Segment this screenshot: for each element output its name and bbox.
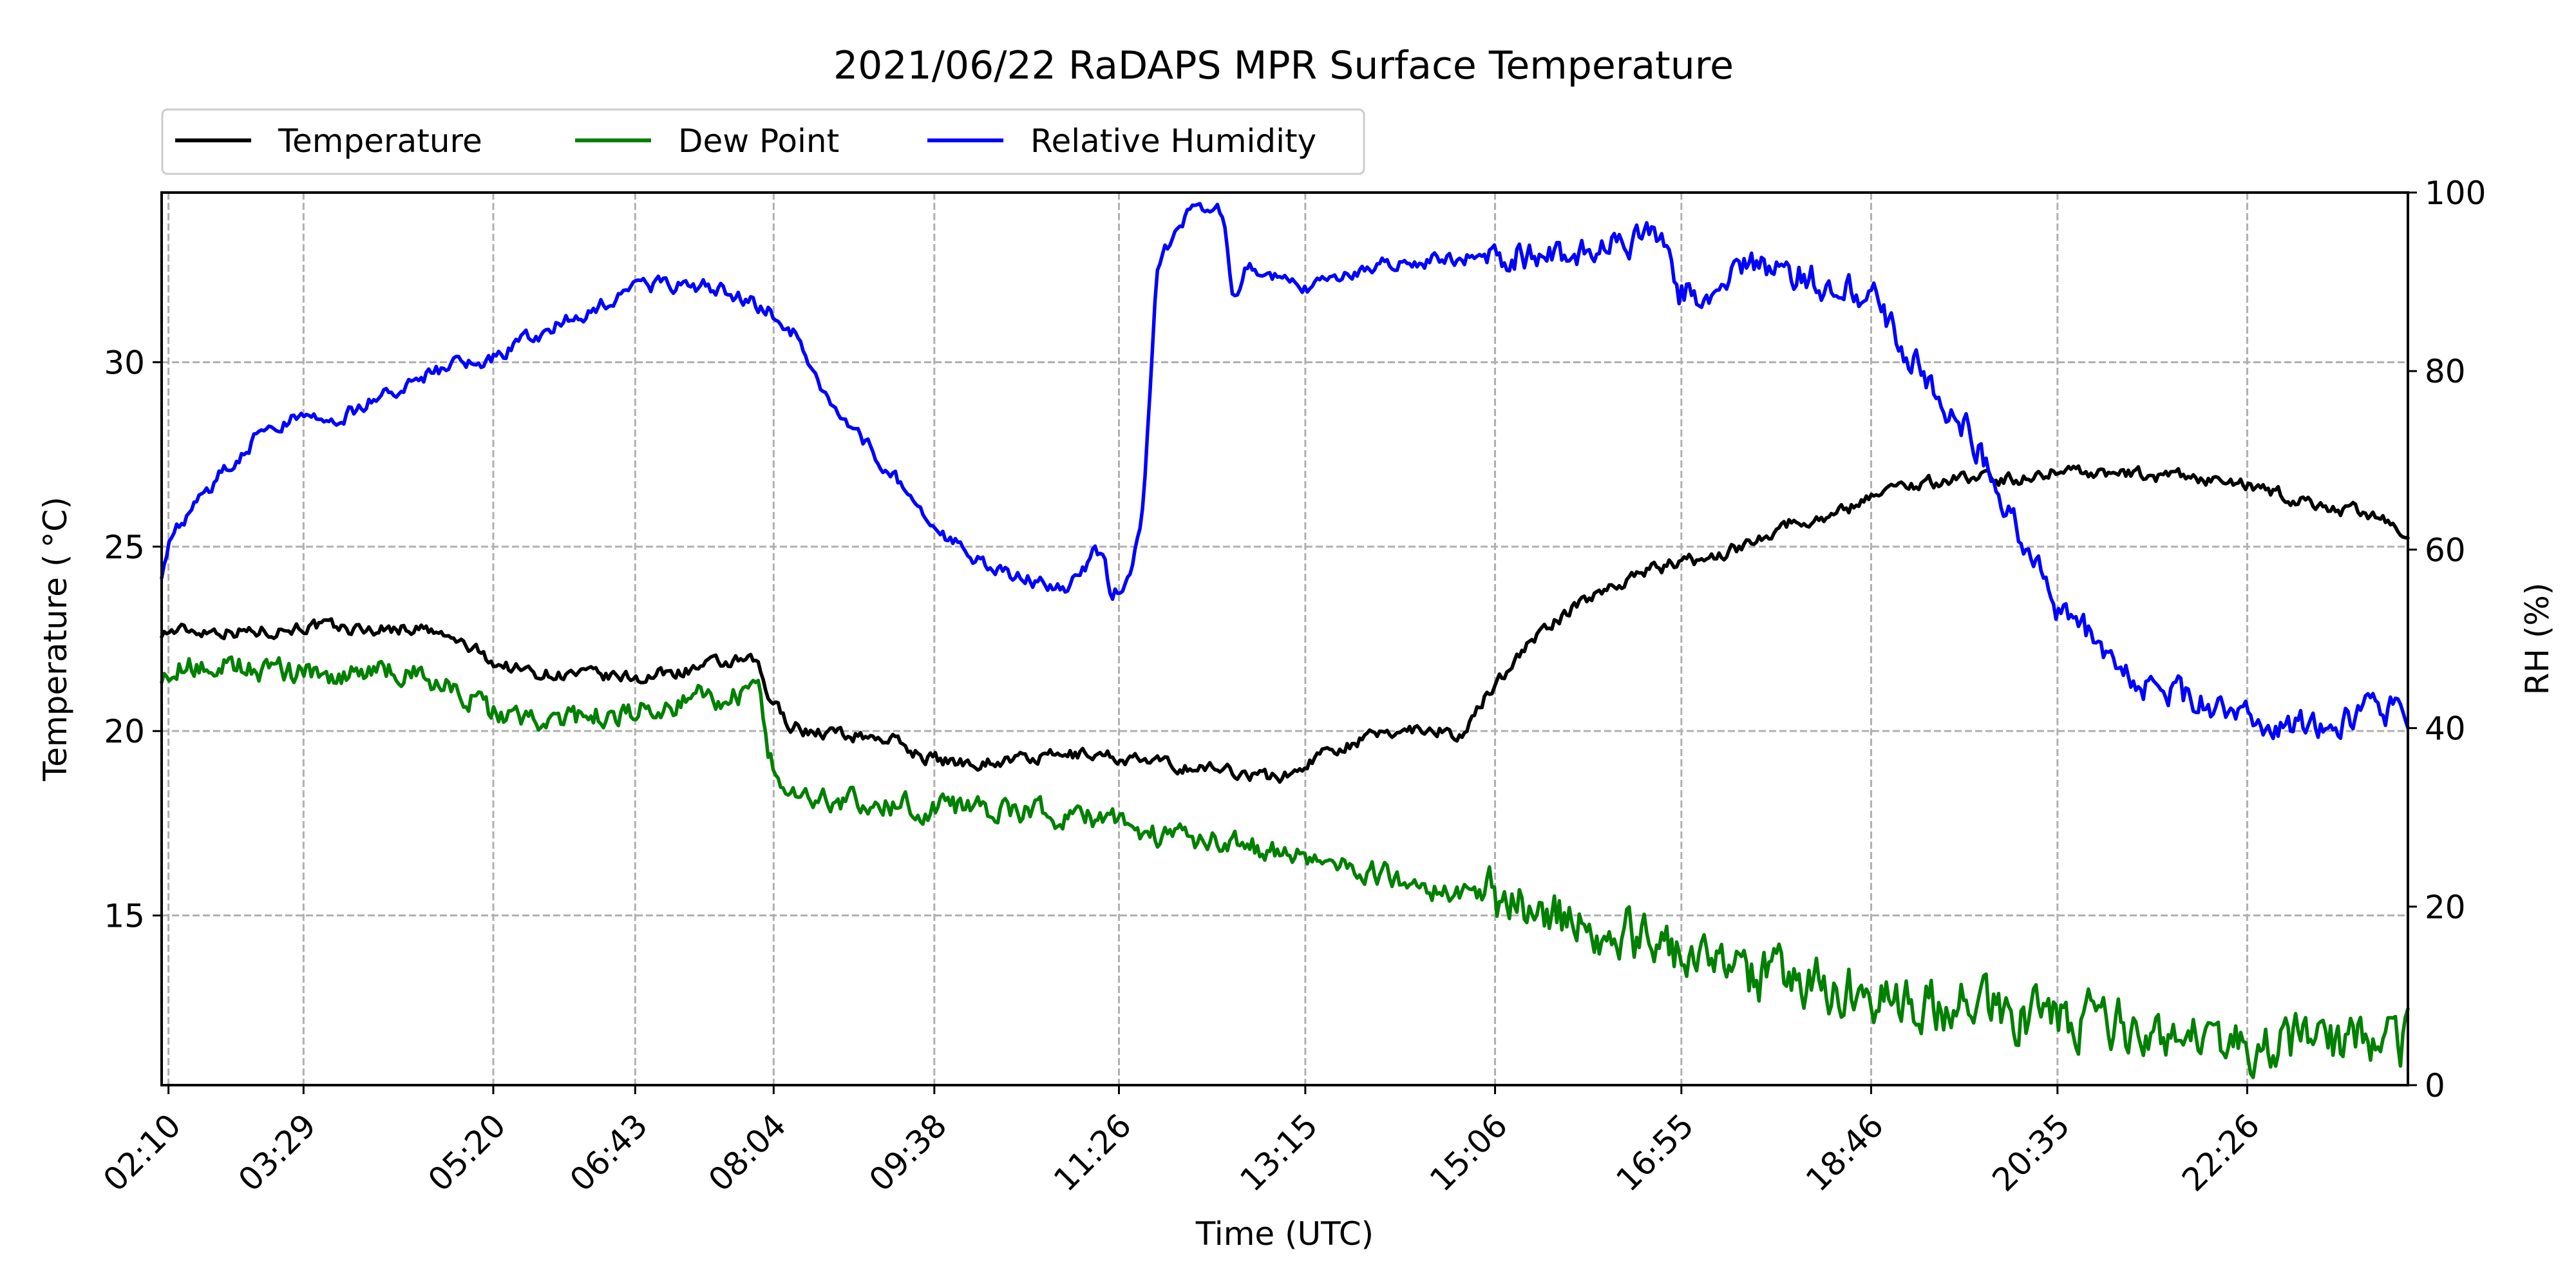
series-line-dew-point <box>160 655 2410 1079</box>
y-left-tick-label: 20 <box>104 713 145 750</box>
y-right-axis-label: RH (%) <box>2519 583 2556 696</box>
y-right-tick-label: 100 <box>2425 175 2486 212</box>
y-left-tick-label: 15 <box>104 898 145 935</box>
series-line-temperature <box>160 464 2410 784</box>
legend-label: Temperature <box>278 122 482 160</box>
y-right-tick-label: 40 <box>2425 710 2466 748</box>
y-left-tick-label: 30 <box>104 344 145 381</box>
x-axis-label: Time (UTC) <box>1195 1215 1374 1253</box>
y-left-tick-label: 25 <box>104 529 145 566</box>
y-right-tick-label: 0 <box>2425 1067 2445 1104</box>
y-left-axis-label: Temperature ( °C) <box>37 497 74 782</box>
legend: Temperature Dew Point Relative Humidity <box>161 108 1365 175</box>
y-right-tick-label: 80 <box>2425 353 2466 390</box>
series-line-relative-humidity <box>160 202 2410 741</box>
y-right-tick-label: 20 <box>2425 889 2466 926</box>
plot-frame <box>160 191 2409 1086</box>
legend-label: Relative Humidity <box>1030 122 1316 160</box>
y-right-tick-label: 60 <box>2425 531 2466 569</box>
legend-box <box>161 108 1365 175</box>
legend-label: Dew Point <box>678 122 839 160</box>
series-layer <box>160 202 2410 1079</box>
chart-title: 2021/06/22 RaDAPS MPR Surface Temperatur… <box>833 43 1734 88</box>
grid-layer <box>162 193 2408 1085</box>
